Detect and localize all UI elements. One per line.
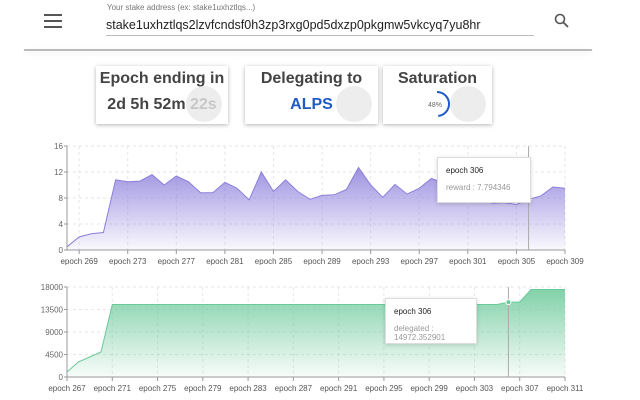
x-tick-label: epoch 285: [255, 257, 293, 265]
delegating-card: Delegating to ALPS: [245, 66, 378, 124]
decorative-image: [186, 86, 222, 122]
y-tick-label: 0: [59, 373, 64, 382]
x-tick-label: epoch 307: [501, 384, 539, 393]
x-tick-label: epoch 297: [401, 257, 439, 265]
y-tick-label: 16: [54, 142, 63, 151]
x-tick-label: epoch 295: [365, 384, 403, 393]
x-tick-label: epoch 277: [158, 257, 196, 265]
x-tick-label: epoch 267: [48, 384, 86, 393]
x-tick-label: epoch 309: [546, 257, 584, 265]
x-tick-label: epoch 269: [60, 257, 98, 265]
x-tick-label: epoch 279: [184, 384, 222, 393]
delegated-tooltip: epoch 306 delegated : 14972.352901: [385, 298, 477, 344]
delegated-line: [66, 289, 565, 373]
epoch-card: Epoch ending in 2d 5h 52m 22s: [96, 66, 228, 124]
x-tick-label: epoch 287: [275, 384, 313, 393]
y-tick-label: 13500: [41, 306, 64, 315]
x-tick-label: epoch 281: [206, 257, 244, 265]
y-tick-label: 4: [59, 220, 64, 229]
y-tick-label: 8: [59, 194, 64, 203]
decorative-image: [450, 86, 486, 122]
search-icon[interactable]: [553, 12, 571, 30]
x-tick-label: epoch 291: [320, 384, 358, 393]
y-tick-label: 9000: [45, 328, 63, 337]
reward-chart: 0 4 8 12 16 epoch 269 epoch 273 epoch 277 epoch …: [54, 142, 584, 265]
x-tick-label: epoch 271: [94, 384, 132, 393]
decorative-image: [336, 86, 372, 122]
saturation-value: 48%: [428, 102, 442, 109]
saturation-gauge: 48%: [424, 91, 450, 117]
top-bar: Your stake address (ex: stake1uxhztlqs..…: [0, 0, 640, 52]
epoch-card-title: Epoch ending in: [99, 70, 225, 87]
tooltip-value: reward : 7.794346: [446, 183, 511, 192]
hover-point: [505, 299, 512, 306]
x-tick-label: epoch 275: [139, 384, 177, 393]
x-tick-label: epoch 283: [229, 384, 267, 393]
delegated-chart: 0 4500 9000 13500 18000 epoch 267 epoch 271 epo…: [41, 283, 584, 393]
tooltip-title: epoch 306: [394, 307, 432, 316]
x-tick-label: epoch 299: [410, 384, 448, 393]
x-tick-label: epoch 303: [456, 384, 494, 393]
saturation-card: Saturation 48%: [383, 66, 492, 124]
x-tick-label: epoch 273: [109, 257, 147, 265]
x-tick-label: epoch 311: [547, 384, 584, 393]
tooltip-title: epoch 306: [446, 166, 484, 175]
y-tick-label: 12: [54, 168, 63, 177]
saturation-card-title: Saturation: [397, 70, 478, 87]
y-tick-label: 4500: [45, 351, 63, 360]
x-tick-label: epoch 293: [352, 257, 390, 265]
y-tick-label: 0: [59, 246, 64, 255]
x-tick-label: epoch 305: [498, 257, 536, 265]
pool-ticker[interactable]: ALPS: [290, 96, 333, 113]
hamburger-icon[interactable]: [44, 14, 62, 28]
reward-tooltip: epoch 306 reward : 7.794346: [437, 157, 531, 203]
tooltip-value: delegated : 14972.352901: [394, 324, 446, 342]
delegating-card-title: Delegating to: [260, 70, 363, 87]
delegated-area: [67, 289, 565, 377]
y-tick-label: 18000: [41, 283, 64, 292]
header-divider: [24, 49, 592, 51]
address-label: Your stake address (ex: stake1uxhztlqs..…: [107, 3, 256, 12]
x-tick-label: epoch 301: [449, 257, 487, 265]
x-tick-label: epoch 289: [303, 257, 341, 265]
stake-address-input[interactable]: [106, 15, 534, 36]
